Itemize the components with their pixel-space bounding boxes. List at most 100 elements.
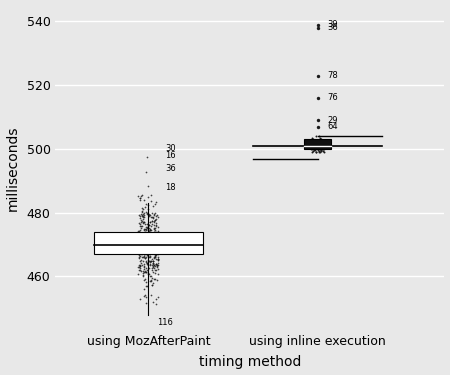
Point	[154, 266, 161, 272]
Point	[141, 268, 149, 274]
Point	[151, 262, 158, 268]
Point	[148, 239, 155, 245]
Point	[139, 231, 146, 237]
Point	[141, 219, 148, 225]
Text: 36: 36	[328, 23, 338, 32]
Point	[312, 139, 319, 145]
Point	[139, 237, 146, 243]
Point	[137, 225, 144, 231]
Point	[135, 231, 143, 237]
Point	[313, 144, 320, 150]
Point	[139, 236, 146, 242]
Text: 78: 78	[328, 71, 338, 80]
Point	[140, 245, 147, 251]
Point	[146, 246, 153, 252]
Point	[151, 217, 158, 223]
Point	[315, 149, 323, 155]
Point	[153, 296, 160, 302]
Point	[140, 231, 148, 237]
Point	[313, 144, 320, 150]
Point	[314, 25, 321, 31]
Point	[154, 231, 162, 237]
Point	[140, 258, 147, 264]
Point	[143, 294, 150, 300]
Point	[320, 143, 328, 149]
Point	[153, 277, 161, 283]
Point	[147, 242, 154, 248]
Point	[312, 144, 319, 150]
Point	[135, 244, 142, 250]
Point	[149, 247, 156, 253]
Point	[320, 146, 327, 152]
Point	[140, 270, 147, 276]
Point	[150, 237, 158, 243]
Point	[135, 244, 142, 250]
Point	[316, 137, 323, 143]
Point	[320, 141, 328, 147]
Point	[146, 234, 153, 240]
Point	[138, 213, 145, 219]
Point	[309, 149, 316, 155]
Text: 64: 64	[328, 122, 338, 131]
Point	[145, 265, 152, 271]
Point	[314, 124, 321, 130]
Point	[148, 218, 155, 224]
Point	[318, 142, 325, 148]
Point	[153, 264, 160, 270]
Point	[148, 214, 156, 220]
Point	[152, 267, 159, 273]
Point	[138, 211, 145, 217]
Point	[149, 264, 157, 270]
Point	[142, 209, 149, 215]
Point	[312, 140, 319, 146]
Point	[147, 231, 154, 237]
Point	[153, 220, 160, 226]
Point	[140, 251, 148, 257]
Point	[307, 144, 315, 150]
Text: 116: 116	[157, 318, 173, 327]
Point	[143, 269, 150, 275]
Point	[147, 248, 154, 254]
Point	[142, 240, 149, 246]
Point	[139, 245, 146, 251]
Point	[320, 141, 328, 147]
Point	[316, 141, 323, 147]
Point	[311, 140, 319, 146]
Point	[145, 258, 152, 264]
Point	[140, 216, 147, 222]
Point	[140, 211, 147, 217]
Point	[137, 260, 144, 266]
Point	[135, 272, 142, 278]
Point	[151, 201, 158, 207]
Point	[148, 273, 155, 279]
Point	[143, 240, 150, 246]
Point	[152, 254, 159, 260]
Point	[143, 227, 150, 233]
Point	[320, 139, 328, 145]
Point	[317, 148, 324, 154]
Point	[140, 251, 147, 257]
Point	[140, 293, 147, 299]
Point	[149, 202, 157, 208]
Point	[315, 147, 322, 153]
Point	[135, 267, 143, 273]
Point	[144, 283, 151, 289]
Point	[142, 269, 149, 275]
Point	[145, 213, 153, 219]
Point	[142, 255, 149, 261]
Point	[317, 149, 324, 155]
Point	[309, 144, 316, 150]
Point	[142, 268, 149, 274]
Point	[135, 252, 143, 258]
Point	[136, 195, 143, 201]
Point	[139, 268, 146, 274]
Text: 39: 39	[328, 20, 338, 29]
Point	[147, 219, 154, 225]
Point	[314, 22, 321, 28]
Point	[154, 212, 161, 218]
Point	[310, 140, 317, 146]
Point	[319, 139, 326, 145]
Point	[151, 254, 158, 260]
Point	[146, 240, 153, 246]
Point	[155, 235, 162, 241]
